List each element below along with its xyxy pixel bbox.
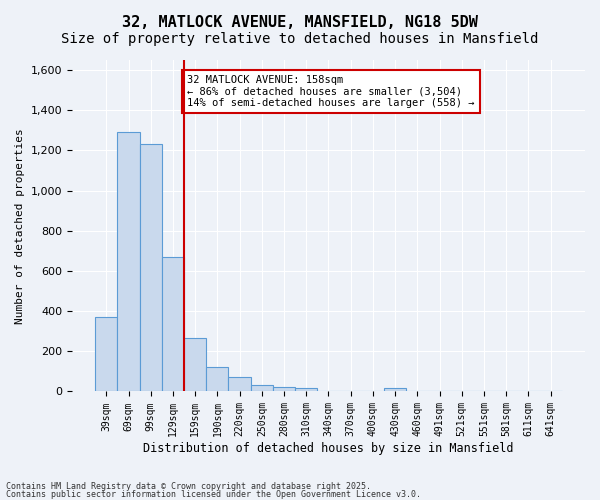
Text: 32 MATLOCK AVENUE: 158sqm
← 86% of detached houses are smaller (3,504)
14% of se: 32 MATLOCK AVENUE: 158sqm ← 86% of detac… (187, 75, 475, 108)
Bar (184, 338, 206, 392)
Bar (118, 132, 140, 392)
Bar (295, 388, 317, 392)
Y-axis label: Number of detached properties: Number of detached properties (15, 128, 25, 324)
X-axis label: Distribution of detached houses by size in Mansfield: Distribution of detached houses by size … (143, 442, 514, 455)
Bar (95, 317, 118, 392)
Bar (229, 378, 251, 392)
Bar (273, 388, 295, 392)
Bar (206, 368, 229, 392)
Bar (384, 388, 406, 392)
Text: Contains HM Land Registry data © Crown copyright and database right 2025.: Contains HM Land Registry data © Crown c… (6, 482, 371, 491)
Text: Size of property relative to detached houses in Mansfield: Size of property relative to detached ho… (61, 32, 539, 46)
Text: 32, MATLOCK AVENUE, MANSFIELD, NG18 5DW: 32, MATLOCK AVENUE, MANSFIELD, NG18 5DW (122, 15, 478, 30)
Text: Contains public sector information licensed under the Open Government Licence v3: Contains public sector information licen… (6, 490, 421, 499)
Bar (251, 386, 273, 392)
Bar (162, 257, 184, 392)
Bar (140, 144, 162, 392)
